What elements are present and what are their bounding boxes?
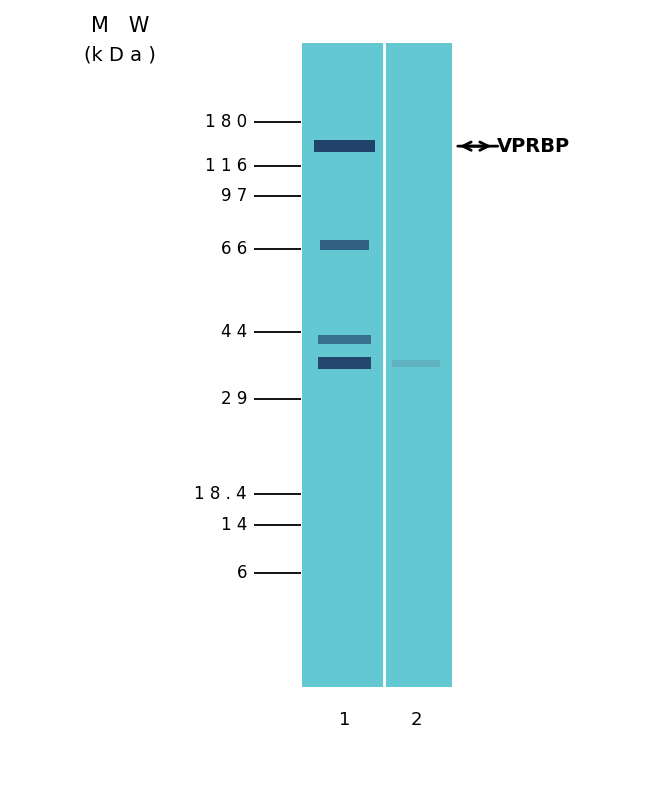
Text: (k D a ): (k D a ): [84, 46, 156, 65]
Bar: [320, 240, 369, 250]
Bar: [391, 360, 441, 367]
Text: 6: 6: [237, 564, 247, 581]
Text: 1 4: 1 4: [220, 517, 247, 534]
Text: 1: 1: [339, 711, 350, 729]
Bar: [313, 140, 376, 152]
Text: 1 8 . 4: 1 8 . 4: [194, 485, 247, 502]
Text: 6 6: 6 6: [221, 240, 247, 258]
Text: 2 9: 2 9: [220, 390, 247, 408]
Text: 9 7: 9 7: [221, 187, 247, 205]
Text: 1 1 6: 1 1 6: [205, 157, 247, 175]
Text: 4 4: 4 4: [221, 323, 247, 340]
Text: M   W: M W: [91, 16, 150, 36]
Text: VPRBP: VPRBP: [497, 137, 571, 156]
Bar: [318, 358, 371, 370]
Text: 2: 2: [410, 711, 422, 729]
Bar: [318, 335, 371, 344]
Bar: [302, 43, 452, 687]
Text: 1 8 0: 1 8 0: [205, 114, 247, 131]
